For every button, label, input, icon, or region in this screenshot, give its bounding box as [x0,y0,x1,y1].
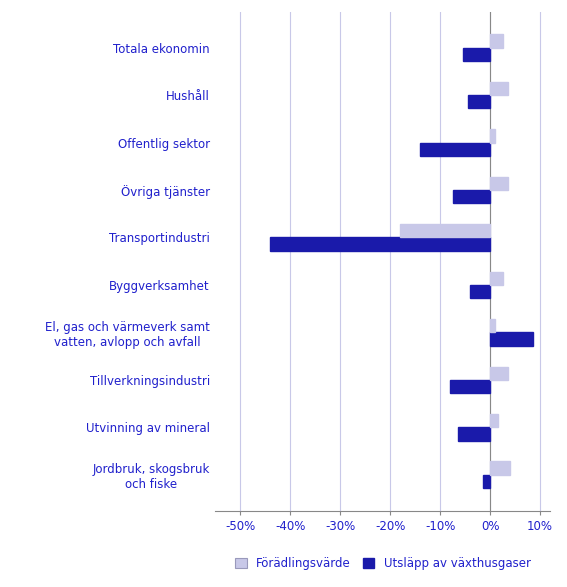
Bar [468,95,490,109]
Legend: Förädlingsvärde, Utsläpp av växthusgaser: Förädlingsvärde, Utsläpp av växthusgaser [230,552,535,575]
Bar [490,82,507,95]
Bar [490,414,498,427]
Bar [490,129,495,143]
Bar [450,380,490,393]
Bar [470,285,490,298]
Bar [490,272,502,285]
Bar [490,461,510,475]
Bar [270,238,490,251]
Bar [452,190,490,203]
Bar [490,366,507,380]
Bar [458,427,490,441]
Bar [400,224,490,238]
Bar [463,48,490,61]
Bar [483,475,490,488]
Bar [420,143,490,156]
Bar [490,177,507,190]
Bar [490,35,502,48]
Bar [490,319,495,332]
Bar [490,332,532,346]
